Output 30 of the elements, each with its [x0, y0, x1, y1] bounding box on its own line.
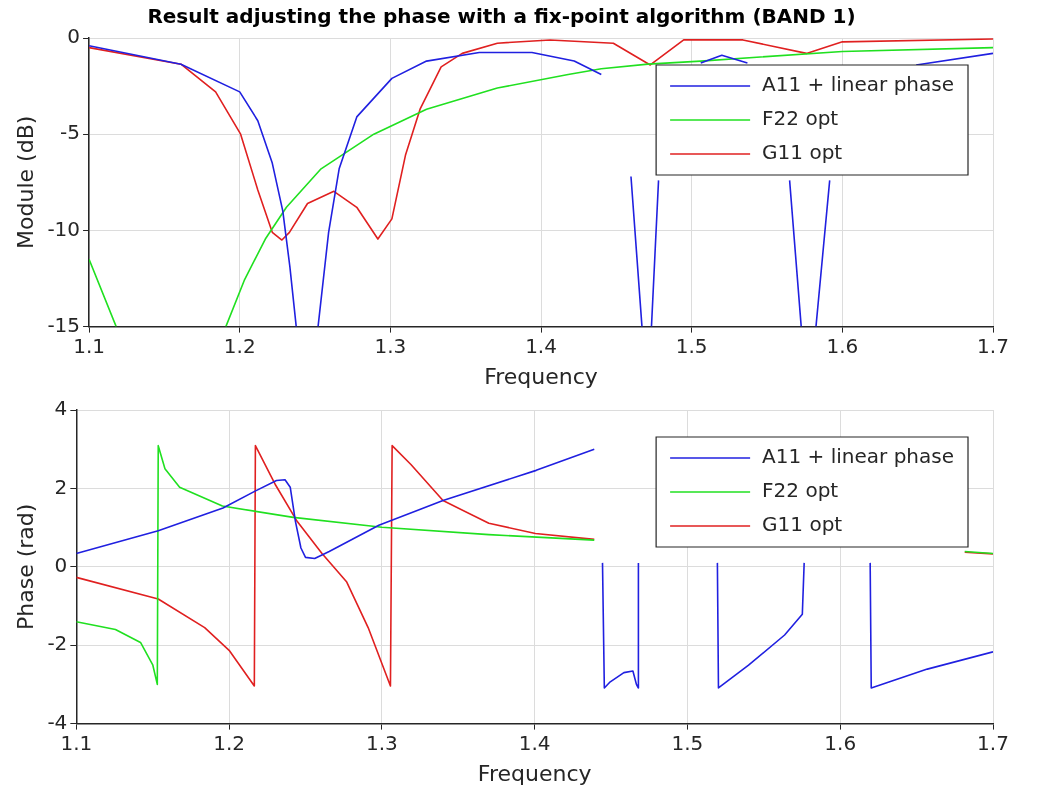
x-tick-label: 1.4 — [518, 730, 551, 755]
x-tick-label: 1.5 — [671, 730, 704, 755]
x-tick-label: 1.6 — [826, 333, 859, 358]
x-tick-label: 1.3 — [374, 333, 407, 358]
x-tick-label: 1.4 — [525, 333, 557, 358]
legend-label: G11 opt — [762, 512, 843, 537]
y-tick-label: -2 — [47, 631, 68, 656]
y-tick-label: 0 — [67, 24, 81, 49]
y-axis-title: Module (dB) — [12, 115, 38, 249]
chart-title: Result adjusting the phase with a fix-point algorithm (BAND 1) — [147, 4, 856, 29]
x-tick-label: 1.7 — [977, 730, 1009, 755]
legend-label: G11 opt — [762, 140, 843, 165]
x-tick-label: 1.7 — [977, 333, 1009, 358]
legend-label: F22 opt — [762, 478, 839, 503]
x-tick-label: 1.5 — [675, 333, 708, 358]
legend-label: F22 opt — [762, 106, 839, 131]
y-axis-title: Phase (rad) — [12, 503, 38, 630]
x-axis-title: Frequency — [477, 760, 592, 786]
y-tick-label: -5 — [60, 120, 81, 145]
x-tick-label: 1.6 — [824, 730, 857, 755]
legend-label: A11 + linear phase — [762, 72, 955, 97]
legend-label: A11 + linear phase — [762, 444, 955, 469]
x-tick-label: 1.3 — [365, 730, 398, 755]
y-tick-label: -10 — [47, 216, 81, 241]
x-tick-label: 1.2 — [213, 730, 246, 755]
y-tick-label: 4 — [54, 396, 68, 421]
x-axis-title: Frequency — [484, 363, 598, 389]
y-tick-label: 2 — [54, 474, 68, 499]
y-tick-label: 0 — [54, 553, 68, 577]
x-tick-label: 1.2 — [223, 333, 256, 358]
